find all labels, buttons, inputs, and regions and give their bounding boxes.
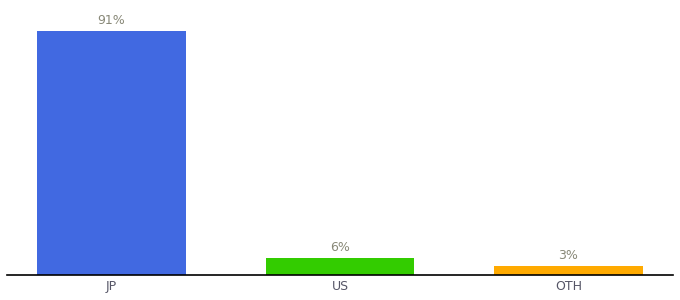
- Bar: [37, 31, 186, 274]
- Text: 6%: 6%: [330, 242, 350, 254]
- Text: 91%: 91%: [98, 14, 125, 27]
- Bar: [494, 266, 643, 274]
- Text: 3%: 3%: [558, 250, 579, 262]
- Bar: [266, 258, 414, 274]
